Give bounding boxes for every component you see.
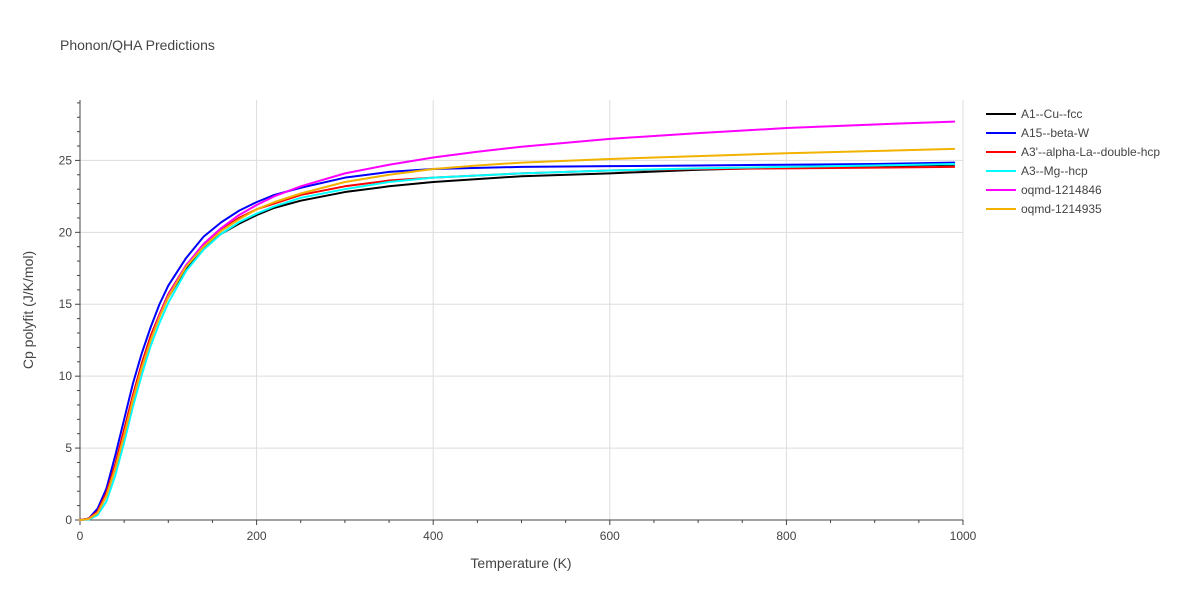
legend-item[interactable]: A1--Cu--fcc <box>986 107 1082 121</box>
legend-label: A3'--alpha-La--double-hcp <box>1021 145 1160 159</box>
legend-item[interactable]: oqmd-1214935 <box>986 202 1102 216</box>
legend-item[interactable]: A3'--alpha-La--double-hcp <box>986 145 1160 159</box>
legend-label: oqmd-1214846 <box>1021 183 1102 197</box>
y-tick-label: 0 <box>65 513 72 527</box>
x-tick-label: 800 <box>776 529 796 543</box>
chart-title: Phonon/QHA Predictions <box>60 37 215 53</box>
legend-item[interactable]: A15--beta-W <box>986 126 1090 140</box>
legend-label: oqmd-1214935 <box>1021 202 1102 216</box>
legend-item[interactable]: A3--Mg--hcp <box>986 164 1088 178</box>
axes <box>75 100 964 525</box>
y-tick-label: 5 <box>65 441 72 455</box>
legend: A1--Cu--fcc A15--beta-W A3'--alpha-La--dou… <box>986 107 1160 216</box>
series-line-1 <box>79 161 956 521</box>
series-line-3 <box>79 163 956 521</box>
y-axis-title: Cp polyfit (J/K/mol) <box>20 251 36 369</box>
x-axis-title: Temperature (K) <box>470 555 571 571</box>
x-tick-label: 200 <box>247 529 267 543</box>
series-group <box>79 120 956 521</box>
y-tick-label: 25 <box>59 153 73 167</box>
y-tick-label: 20 <box>59 225 73 239</box>
x-tick-label: 1000 <box>950 529 977 543</box>
y-tick-label: 15 <box>59 297 73 311</box>
y-tick-label: 10 <box>59 369 73 383</box>
legend-label: A15--beta-W <box>1021 126 1090 140</box>
series-line-5 <box>79 147 956 521</box>
x-tick-label: 600 <box>600 529 620 543</box>
x-tick-label: 400 <box>423 529 443 543</box>
legend-label: A3--Mg--hcp <box>1021 164 1088 178</box>
legend-label: A1--Cu--fcc <box>1021 107 1082 121</box>
x-tick-label: 0 <box>77 529 84 543</box>
legend-item[interactable]: oqmd-1214846 <box>986 183 1102 197</box>
tick-labels: 0 200 400 600 800 1000 0 5 10 15 20 25 <box>59 153 977 543</box>
